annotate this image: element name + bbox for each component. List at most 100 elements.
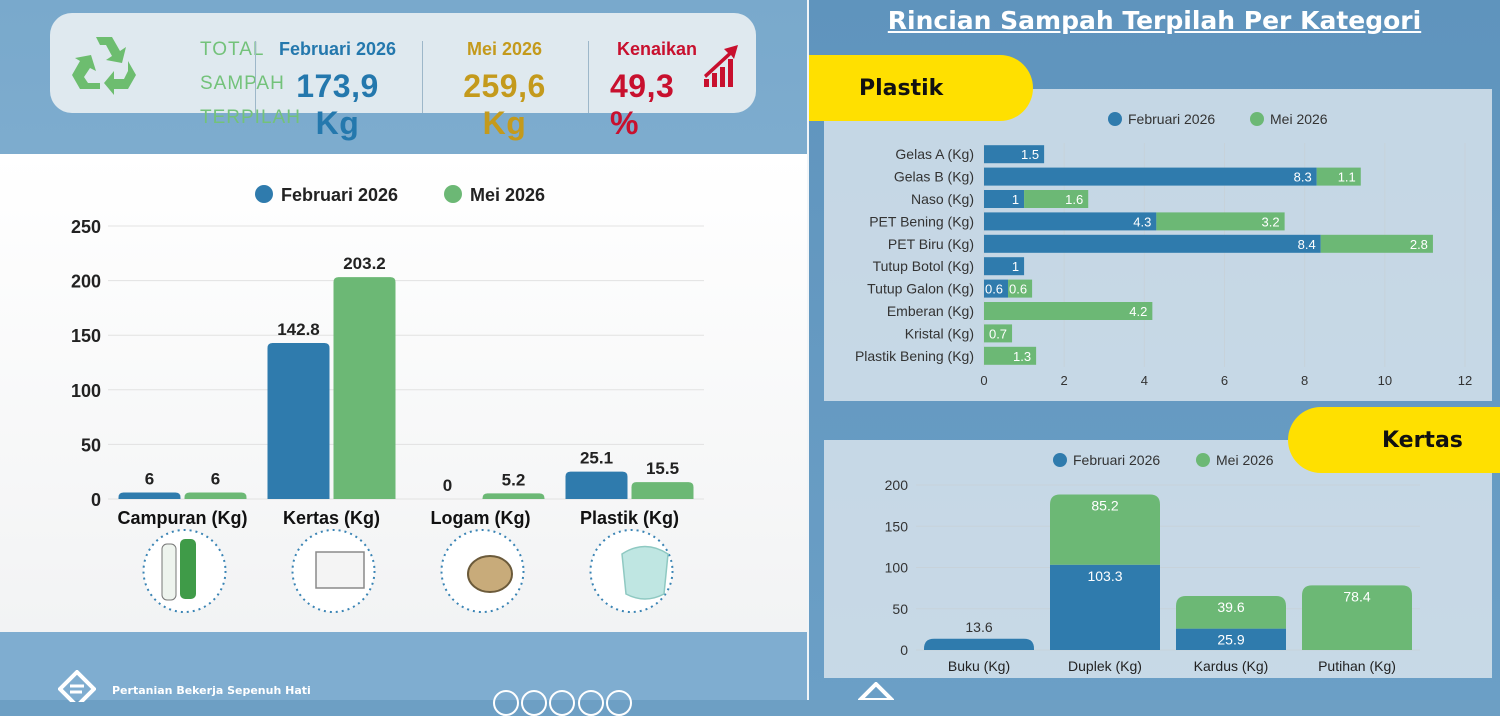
- bar: [565, 471, 628, 499]
- y-tick-label: 150: [71, 326, 101, 346]
- kpi-may-value: 259,6 Kg: [463, 68, 546, 141]
- kpi-total-line1: TOTAL: [200, 39, 265, 60]
- bar: [1156, 212, 1285, 231]
- footer: Pertanian Bekerja Sepenuh Hati: [0, 632, 807, 702]
- data-label: 0: [443, 476, 452, 495]
- kpi-separator: [255, 41, 256, 113]
- kpi-total-line3: TERPILAH: [200, 107, 301, 128]
- kpi-separator: [422, 41, 423, 113]
- category-label: Duplek (Kg): [1068, 658, 1142, 674]
- kpi-may: Mei 2026 259,6 Kg: [442, 39, 567, 142]
- category-label: Putihan (Kg): [1318, 658, 1396, 674]
- legend-marker: [1108, 112, 1122, 126]
- category-label: Gelas B (Kg): [894, 169, 974, 185]
- data-label: 103.3: [1087, 568, 1122, 584]
- legend-marker: [1196, 453, 1210, 467]
- data-label: 2.8: [1410, 237, 1428, 252]
- bar: [333, 277, 396, 499]
- data-label: 1: [1012, 259, 1019, 274]
- kertas-bar-chart: Februari 2026 Mei 2026 0 50 100 150 200 13.6 Buk…: [885, 452, 1420, 674]
- data-label: 78.4: [1343, 588, 1370, 604]
- data-label: 4.3: [1133, 214, 1151, 229]
- category-label: Emberan (Kg): [887, 303, 974, 319]
- y-tick-label: 50: [892, 601, 908, 617]
- bar: [1008, 279, 1033, 298]
- legend-marker: [1053, 453, 1067, 467]
- legend-marker: [444, 185, 462, 203]
- category-label: Logam (Kg): [431, 508, 531, 528]
- bar: [984, 234, 1321, 253]
- bar: [184, 492, 247, 499]
- bar: [1302, 585, 1412, 650]
- facebook-icon[interactable]: [521, 690, 547, 716]
- bar: [1050, 494, 1160, 565]
- plastic-bar-chart: Februari 2026 Mei 2026 0 2 4 6 8 10 12 Gelas A (K…: [855, 111, 1472, 388]
- bar: [984, 279, 1009, 298]
- data-label: 142.8: [277, 320, 320, 339]
- paper-shape: [315, 551, 365, 589]
- panel-divider: [807, 0, 809, 700]
- bar: [984, 324, 1013, 343]
- bar: [924, 638, 1034, 650]
- category-label: Tutup Botol (Kg): [873, 258, 974, 274]
- waste-bar-chart: Februari 2026 Mei 2026 0 50 100 150 200 250 6 6 Ca…: [71, 185, 704, 613]
- tiktok-icon[interactable]: [606, 690, 632, 716]
- kpi-may-label: Mei 2026: [466, 39, 543, 59]
- bag-shape: [621, 545, 669, 600]
- kpi-increase: Kenaikan 49,3 %: [606, 39, 708, 142]
- kpi-feb: Februari 2026 173,9 Kg: [275, 39, 400, 142]
- kpi-card: TOTAL SAMPAH TERPILAH Februari 2026 173,…: [50, 13, 756, 141]
- y-tick-label: 0: [900, 642, 908, 658]
- youtube-icon[interactable]: [578, 690, 604, 716]
- legend-label: Mei 2026: [470, 185, 545, 205]
- category-label: PET Bening (Kg): [869, 213, 974, 229]
- kpi-increase-value: 49,3 %: [610, 68, 675, 141]
- bottle-shape: [161, 543, 177, 601]
- y-tick-label: 200: [71, 272, 101, 292]
- y-tick-label: 50: [81, 435, 101, 455]
- data-label: 3.2: [1262, 214, 1280, 229]
- data-label: 6: [145, 469, 154, 488]
- category-label: Campuran (Kg): [118, 508, 248, 528]
- data-label: 5.2: [502, 470, 526, 489]
- rising-chart-icon: [704, 45, 738, 87]
- bar: [1320, 234, 1433, 253]
- data-label: 15.5: [646, 459, 679, 478]
- bar: [631, 482, 694, 499]
- data-label: 0.6: [985, 282, 1003, 297]
- waste-chart-card: Februari 2026 Mei 2026 0 50 100 150 200 250 6 6 Ca…: [0, 154, 807, 632]
- bar: [1050, 564, 1160, 650]
- data-label: 1.1: [1338, 170, 1356, 185]
- bottle-shape: [180, 539, 196, 599]
- legend-label: Februari 2026: [281, 185, 398, 205]
- bar: [984, 145, 1045, 164]
- kpi-feb-label: Februari 2026: [278, 39, 397, 59]
- bar: [1176, 628, 1286, 650]
- kpi-separator: [588, 41, 589, 113]
- data-label: 8.4: [1298, 237, 1316, 252]
- category-label: Kristal (Kg): [905, 325, 974, 341]
- bar: [984, 167, 1317, 186]
- data-label: 25.9: [1217, 632, 1244, 648]
- data-label: 25.1: [580, 449, 613, 468]
- y-tick-label: 100: [71, 381, 101, 401]
- data-label: 1.6: [1065, 192, 1083, 207]
- y-tick-label: 200: [885, 477, 909, 493]
- category-label: PET Biru (Kg): [888, 236, 974, 252]
- data-label: 1: [1012, 192, 1019, 207]
- legend-label: Mei 2026: [1216, 452, 1274, 468]
- data-label: 85.2: [1091, 497, 1118, 513]
- x-tick-label: 10: [1378, 373, 1392, 388]
- data-label: 0.6: [1009, 282, 1027, 297]
- kpi-feb-value: 173,9 Kg: [296, 68, 379, 141]
- y-tick-label: 0: [91, 490, 101, 510]
- kpi-increase-label: Kenaikan: [616, 39, 698, 59]
- y-tick-label: 250: [71, 217, 101, 237]
- x-tick-label: 12: [1458, 373, 1472, 388]
- bar: [984, 190, 1025, 208]
- instagram-icon[interactable]: [493, 690, 519, 716]
- x-icon[interactable]: [549, 690, 575, 716]
- legend-label: Februari 2026: [1073, 452, 1160, 468]
- data-label: 0.7: [989, 326, 1007, 341]
- data-label: 203.2: [343, 254, 386, 273]
